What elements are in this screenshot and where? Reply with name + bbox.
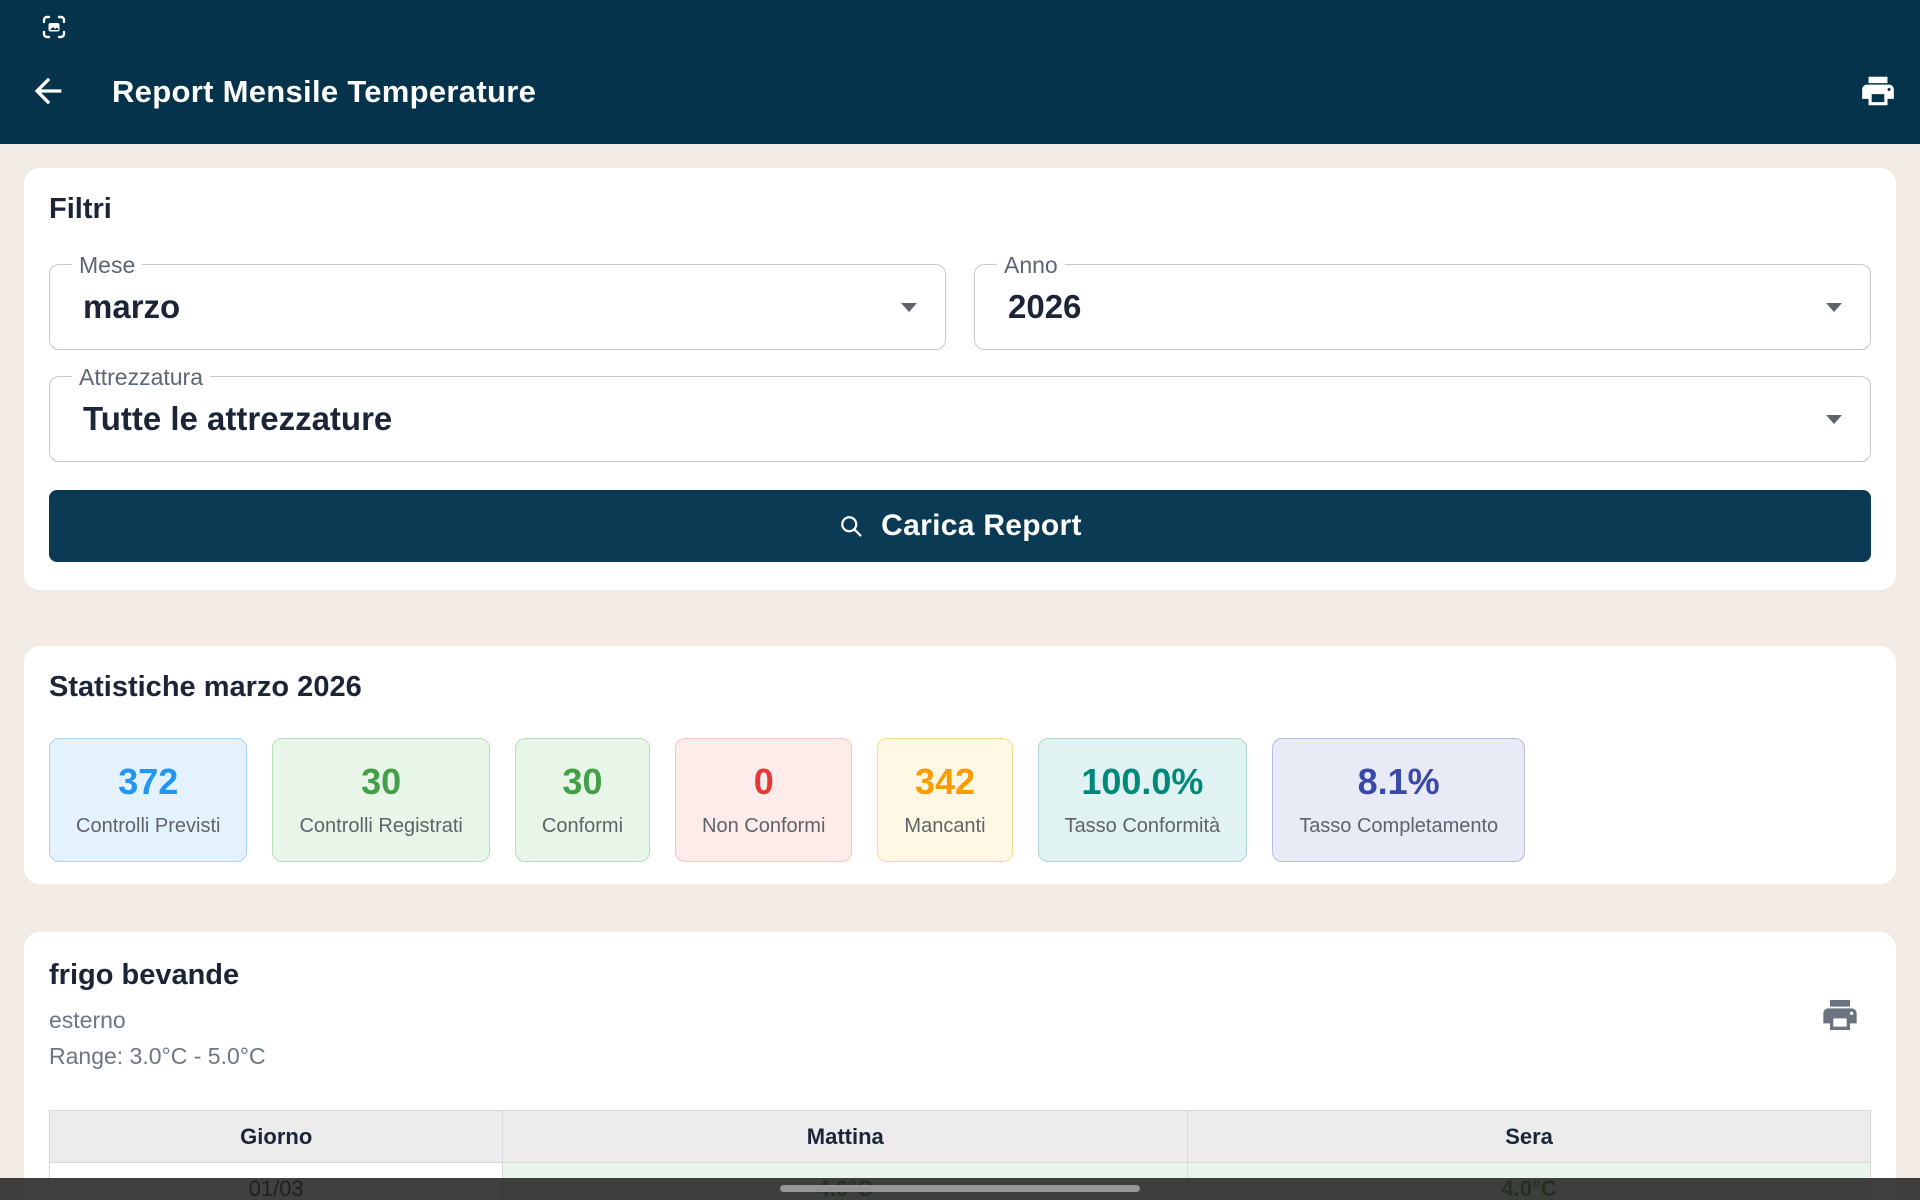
stat-value: 342: [914, 761, 976, 802]
stat-value: 372: [118, 761, 179, 802]
print-icon: [1859, 72, 1897, 113]
equipment-card: frigo bevande esterno Range: 3.0°C - 5.0…: [24, 932, 1896, 1200]
table-header-row: Giorno Mattina Sera: [48, 1110, 1871, 1163]
year-select-label: Anno: [997, 252, 1065, 278]
bottom-overlay-bar: [0, 1178, 1920, 1200]
equipment-name: frigo bevande: [49, 959, 240, 991]
filters-title: Filtri: [49, 193, 112, 225]
column-header-sera: Sera: [1187, 1110, 1871, 1163]
header-bar: Report Mensile Temperature: [22, 66, 1904, 118]
load-report-label: Carica Report: [881, 509, 1082, 542]
horizontal-scrollbar-thumb[interactable]: [780, 1185, 1140, 1192]
stat-card-conformi: 30 Conformi: [514, 738, 651, 862]
month-select[interactable]: Mese marzo: [49, 252, 946, 350]
load-report-button[interactable]: Carica Report: [49, 490, 1871, 562]
filter-fields: Mese marzo Anno 2026 Attrezzatura Tutte …: [49, 252, 1871, 462]
stat-value: 30: [562, 761, 603, 802]
stat-card-tasso-completamento: 8.1% Tasso Completamento: [1272, 738, 1526, 862]
column-header-mattina: Mattina: [502, 1110, 1189, 1163]
stat-label: Mancanti: [904, 815, 986, 837]
stat-value: 100.0%: [1081, 761, 1204, 802]
equipment-select[interactable]: Attrezzatura Tutte le attrezzature: [49, 364, 1871, 462]
stat-value: 0: [753, 761, 774, 802]
stat-label: Non Conformi: [702, 815, 826, 837]
search-icon: [838, 513, 865, 540]
equipment-range: Range: 3.0°C - 5.0°C: [49, 1043, 266, 1069]
stat-label: Tasso Conformità: [1064, 815, 1221, 837]
equipment-select-value: Tutte le attrezzature: [83, 400, 393, 437]
main-content: Filtri Mese marzo Anno 2026 Attrezzatura…: [0, 168, 1920, 1200]
stat-value: 8.1%: [1357, 761, 1440, 802]
stats-card: Statistiche marzo 2026 372 Controlli Pre…: [24, 646, 1896, 884]
stat-card-mancanti: 342 Mancanti: [877, 738, 1013, 862]
stat-label: Conformi: [541, 815, 624, 837]
stat-value: 30: [361, 761, 402, 802]
stat-card-controlli-previsti: 372 Controlli Previsti: [49, 738, 248, 862]
arrow-left-icon: [28, 71, 68, 114]
year-select[interactable]: Anno 2026: [974, 252, 1871, 350]
stats-title: Statistiche marzo 2026: [49, 671, 362, 703]
chevron-down-icon: [1826, 303, 1842, 312]
month-select-label: Mese: [72, 252, 143, 278]
column-header-giorno: Giorno: [48, 1110, 504, 1163]
app-header: Report Mensile Temperature: [0, 0, 1920, 144]
chevron-down-icon: [1826, 415, 1842, 424]
stats-row: 372 Controlli Previsti 30 Controlli Regi…: [49, 738, 1871, 862]
print-button[interactable]: [1852, 66, 1904, 118]
year-select-value: 2026: [1008, 288, 1082, 325]
month-select-value: marzo: [83, 288, 181, 325]
page-title: Report Mensile Temperature: [112, 74, 537, 109]
stat-label: Controlli Registrati: [299, 815, 463, 837]
stat-card-non-conformi: 0 Non Conformi: [675, 738, 853, 862]
equipment-select-label: Attrezzatura: [72, 364, 210, 390]
stat-label: Controlli Previsti: [76, 815, 221, 837]
back-button[interactable]: [22, 66, 74, 118]
chevron-down-icon: [901, 303, 917, 312]
stat-card-controlli-registrati: 30 Controlli Registrati: [272, 738, 490, 862]
equipment-location: esterno: [49, 1007, 126, 1033]
screenshot-button[interactable]: [38, 12, 70, 44]
stat-card-tasso-conformita: 100.0% Tasso Conformità: [1037, 738, 1248, 862]
filters-card: Filtri Mese marzo Anno 2026 Attrezzatura…: [24, 168, 1896, 590]
stat-label: Tasso Completamento: [1299, 815, 1499, 837]
equipment-print-button[interactable]: [1812, 988, 1868, 1044]
print-icon: [1820, 995, 1860, 1038]
screenshot-icon: [40, 13, 68, 44]
